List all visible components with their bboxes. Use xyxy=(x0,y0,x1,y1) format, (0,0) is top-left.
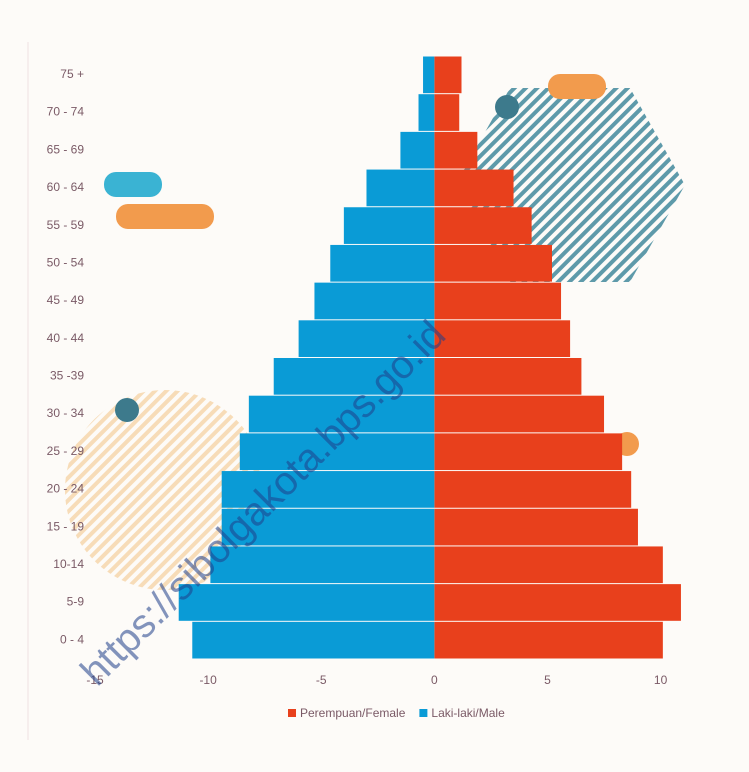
bar xyxy=(434,94,460,131)
bar xyxy=(221,471,435,508)
bar xyxy=(418,94,435,131)
decor-circle xyxy=(65,390,265,590)
x-tick-label: 5 xyxy=(544,673,551,687)
y-tick-label: 40 - 44 xyxy=(47,331,85,345)
y-tick-label: 45 - 49 xyxy=(47,293,85,307)
bar xyxy=(434,131,478,169)
bar xyxy=(434,584,681,621)
bar xyxy=(434,508,638,546)
bar xyxy=(210,546,435,584)
bar xyxy=(192,621,435,659)
bar xyxy=(434,621,663,659)
bar xyxy=(434,244,552,282)
y-tick-label: 15 - 19 xyxy=(47,519,85,533)
y-tick-label: 20 - 24 xyxy=(47,482,85,496)
decor-dot xyxy=(495,95,519,119)
x-tick-label: -15 xyxy=(86,673,104,687)
bar xyxy=(434,282,562,320)
decor-dot xyxy=(115,398,139,422)
y-tick-label: 65 - 69 xyxy=(47,142,85,156)
bar xyxy=(343,207,435,244)
bar xyxy=(178,584,435,621)
y-tick-label: 30 - 34 xyxy=(47,406,85,420)
bar xyxy=(273,358,435,395)
bar xyxy=(434,320,571,357)
y-tick-label: 75 + xyxy=(60,67,84,81)
y-tick-label: 25 - 29 xyxy=(47,444,85,458)
bar xyxy=(434,169,514,207)
y-tick-label: 5-9 xyxy=(67,595,85,609)
bar xyxy=(248,395,435,433)
bar xyxy=(434,56,462,94)
plot: -15 -10 -5 0 5 10 75 + 70 - 74 65 - 69 60 - 64 55 … xyxy=(47,56,681,687)
x-tick-label: 10 xyxy=(654,673,668,687)
legend-swatch xyxy=(419,709,428,717)
x-tick-label: 0 xyxy=(431,673,438,687)
legend-swatch xyxy=(288,709,296,717)
y-tick-label: 60 - 64 xyxy=(47,180,85,194)
bar xyxy=(366,169,435,207)
bar xyxy=(314,282,435,320)
y-tick-label: 70 - 74 xyxy=(47,105,85,119)
x-tick-label: -10 xyxy=(199,673,217,687)
legend: Perempuan/Female Laki-laki/Male xyxy=(288,706,505,720)
bar xyxy=(434,395,605,433)
bar xyxy=(330,244,435,282)
decor-pill xyxy=(104,172,162,197)
y-tick-label: 35 -39 xyxy=(50,369,84,383)
decor-pill xyxy=(548,74,606,99)
bar xyxy=(423,56,435,94)
bar xyxy=(434,546,663,584)
bar xyxy=(221,508,435,546)
bar xyxy=(239,433,435,471)
y-tick-label: 0 - 4 xyxy=(60,632,84,646)
decor-pill xyxy=(116,204,214,229)
bar xyxy=(400,131,435,169)
y-tick-label: 10-14 xyxy=(53,557,84,571)
x-tick-label: -5 xyxy=(316,673,327,687)
legend-label: Perempuan/Female xyxy=(300,706,406,720)
bar xyxy=(298,320,435,357)
bar xyxy=(434,433,623,471)
y-tick-label: 50 - 54 xyxy=(47,255,85,269)
bar xyxy=(434,207,532,244)
bar xyxy=(434,471,632,508)
y-tick-label: 55 - 59 xyxy=(47,218,85,232)
legend-label: Laki-laki/Male xyxy=(431,706,505,720)
bar xyxy=(434,358,582,395)
